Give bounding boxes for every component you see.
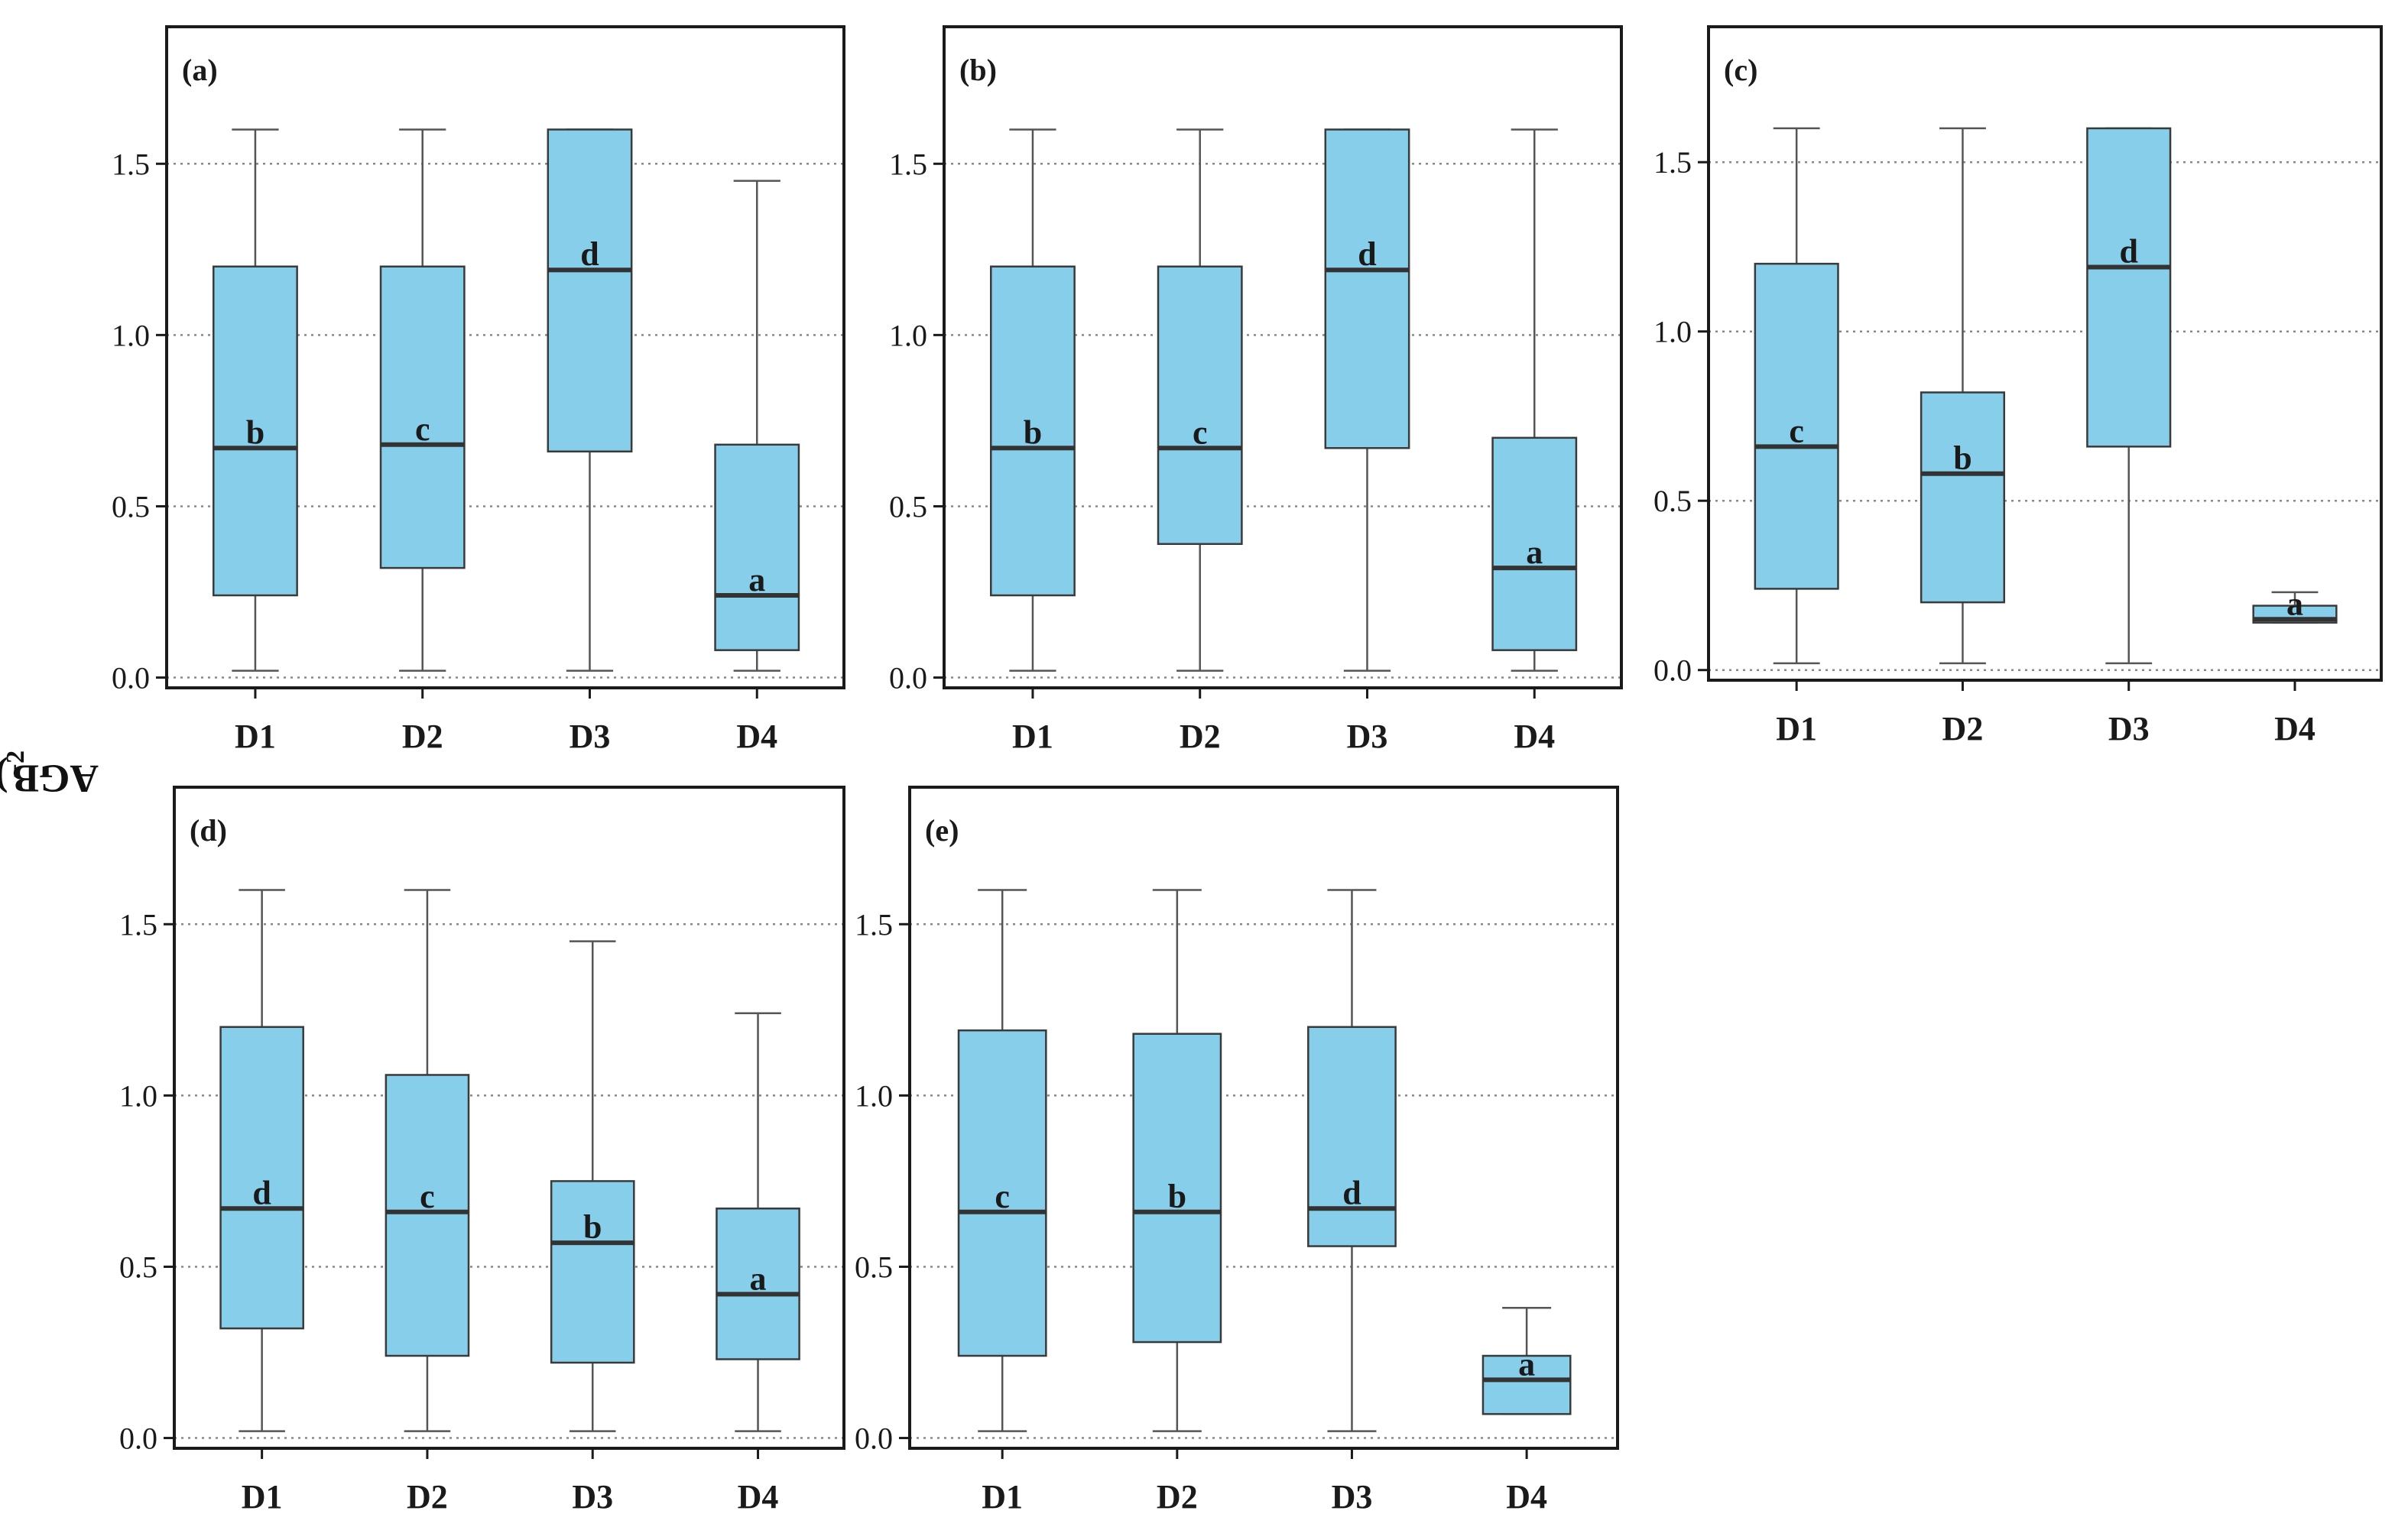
significance-letter: b [1953, 439, 1972, 477]
plot-frame [908, 786, 1619, 1450]
y-tick-label: 0.5 [1653, 484, 1692, 518]
x-tick-label: D2 [402, 718, 443, 755]
box [1481, 1354, 1572, 1415]
significance-letter: b [246, 413, 264, 451]
x-tick-label: D4 [738, 1478, 779, 1516]
x-tick-label: D1 [242, 1478, 283, 1516]
x-tick-label: D4 [1506, 1478, 1547, 1516]
x-tick-label: D1 [982, 1478, 1023, 1516]
panel-label: (a) [182, 53, 218, 87]
box [219, 1026, 304, 1330]
significance-letter: b [1168, 1178, 1186, 1215]
box [1754, 262, 1839, 590]
panel-label: (d) [190, 813, 227, 848]
y-tick-label: 0.0 [1653, 653, 1692, 688]
x-tick-label: D3 [572, 1478, 613, 1516]
significance-letter: d [580, 235, 599, 273]
x-tick-label: D2 [1157, 1478, 1198, 1516]
panel-b: 0.0 0.5 1.0 1.5 b D1 c D2 d D3 a D4 (b) [889, 25, 1623, 755]
y-tick-label: 0.0 [855, 1422, 893, 1456]
x-tick-label: D4 [736, 718, 777, 755]
box [716, 1208, 800, 1360]
panel-d: 0.0 0.5 1.0 1.5 d D1 c D2 b D3 a D4 (d) [119, 786, 845, 1516]
y-tick-label: 1.5 [119, 907, 157, 942]
significance-letter: b [583, 1208, 602, 1246]
y-tick-label: 1.5 [112, 147, 150, 181]
significance-letter: c [420, 1178, 435, 1215]
y-tick-label: 0.0 [889, 661, 927, 695]
significance-letter: a [1518, 1345, 1535, 1383]
panel-label: (e) [925, 813, 959, 848]
panel-label: (b) [959, 53, 997, 87]
x-tick-label: D2 [407, 1478, 448, 1516]
box [379, 265, 466, 569]
y-tick-label: 1.5 [855, 907, 893, 942]
significance-letter: c [1193, 413, 1208, 451]
y-tick-label: 0.0 [119, 1422, 157, 1456]
y-tick-label: 0.5 [855, 1250, 893, 1284]
y-tick-label: 1.5 [889, 147, 927, 181]
y-tick-label: 1.0 [855, 1078, 893, 1113]
panel-a: 0.0 0.5 1.0 1.5 b D1 c D2 d D3 a D4 (a) [112, 25, 845, 755]
x-tick-label: D3 [570, 718, 611, 755]
x-tick-label: D1 [1776, 710, 1817, 747]
box [1324, 128, 1410, 449]
x-tick-label: D3 [1332, 1478, 1373, 1516]
significance-letter: d [252, 1174, 271, 1211]
x-tick-label: D1 [1012, 718, 1053, 755]
y-tick-label: 1.0 [119, 1078, 157, 1113]
x-tick-label: D4 [2274, 710, 2316, 747]
panel-label: (c) [1724, 53, 1757, 87]
significance-letter: d [1342, 1174, 1361, 1211]
y-tick-label: 0.5 [889, 489, 927, 524]
box [547, 128, 633, 453]
box [213, 265, 298, 597]
significance-letter: b [1024, 413, 1042, 451]
plot-frame [173, 786, 845, 1450]
box [1307, 1026, 1397, 1247]
plot-frame [165, 25, 845, 689]
x-tick-label: D3 [1347, 718, 1388, 755]
significance-letter: c [1789, 412, 1804, 449]
significance-letter: a [2286, 585, 2303, 622]
box [1920, 391, 2006, 604]
y-tick-label: 0.5 [119, 1250, 157, 1284]
y-tick-label: 0.5 [112, 489, 150, 524]
box [1132, 1033, 1222, 1344]
box [2086, 127, 2172, 448]
plot-frame [943, 25, 1623, 689]
box [1157, 265, 1243, 546]
significance-letter: a [748, 561, 765, 598]
significance-letter: d [2119, 233, 2137, 271]
significance-letter: a [1526, 533, 1543, 571]
box [957, 1029, 1047, 1357]
panel-e: 0.0 0.5 1.0 1.5 c D1 b D2 d D3 a D4 (e) [855, 786, 1619, 1516]
box [385, 1074, 470, 1357]
x-tick-label: D3 [2108, 710, 2150, 747]
box [714, 443, 800, 651]
y-tick-label: 0.0 [112, 661, 150, 695]
x-tick-label: D1 [235, 718, 276, 755]
y-tick-label: 1.5 [1653, 145, 1692, 180]
box [990, 265, 1076, 597]
y-tick-label: 1.0 [889, 318, 927, 352]
x-tick-label: D2 [1942, 710, 1984, 747]
x-tick-label: D2 [1180, 718, 1221, 755]
significance-letter: c [415, 410, 430, 448]
box [1491, 436, 1578, 651]
plot-frame [1707, 25, 2383, 682]
y-tick-label: 1.0 [1653, 315, 1692, 349]
panel-c: 0.0 0.5 1.0 1.5 c D1 b D2 d D3 a D4 (c) [1653, 25, 2383, 747]
x-tick-label: D4 [1514, 718, 1555, 755]
significance-letter: d [1358, 235, 1376, 273]
significance-letter: a [750, 1260, 767, 1297]
box [550, 1180, 635, 1364]
significance-letter: c [995, 1178, 1010, 1215]
y-tick-label: 1.0 [112, 318, 150, 352]
